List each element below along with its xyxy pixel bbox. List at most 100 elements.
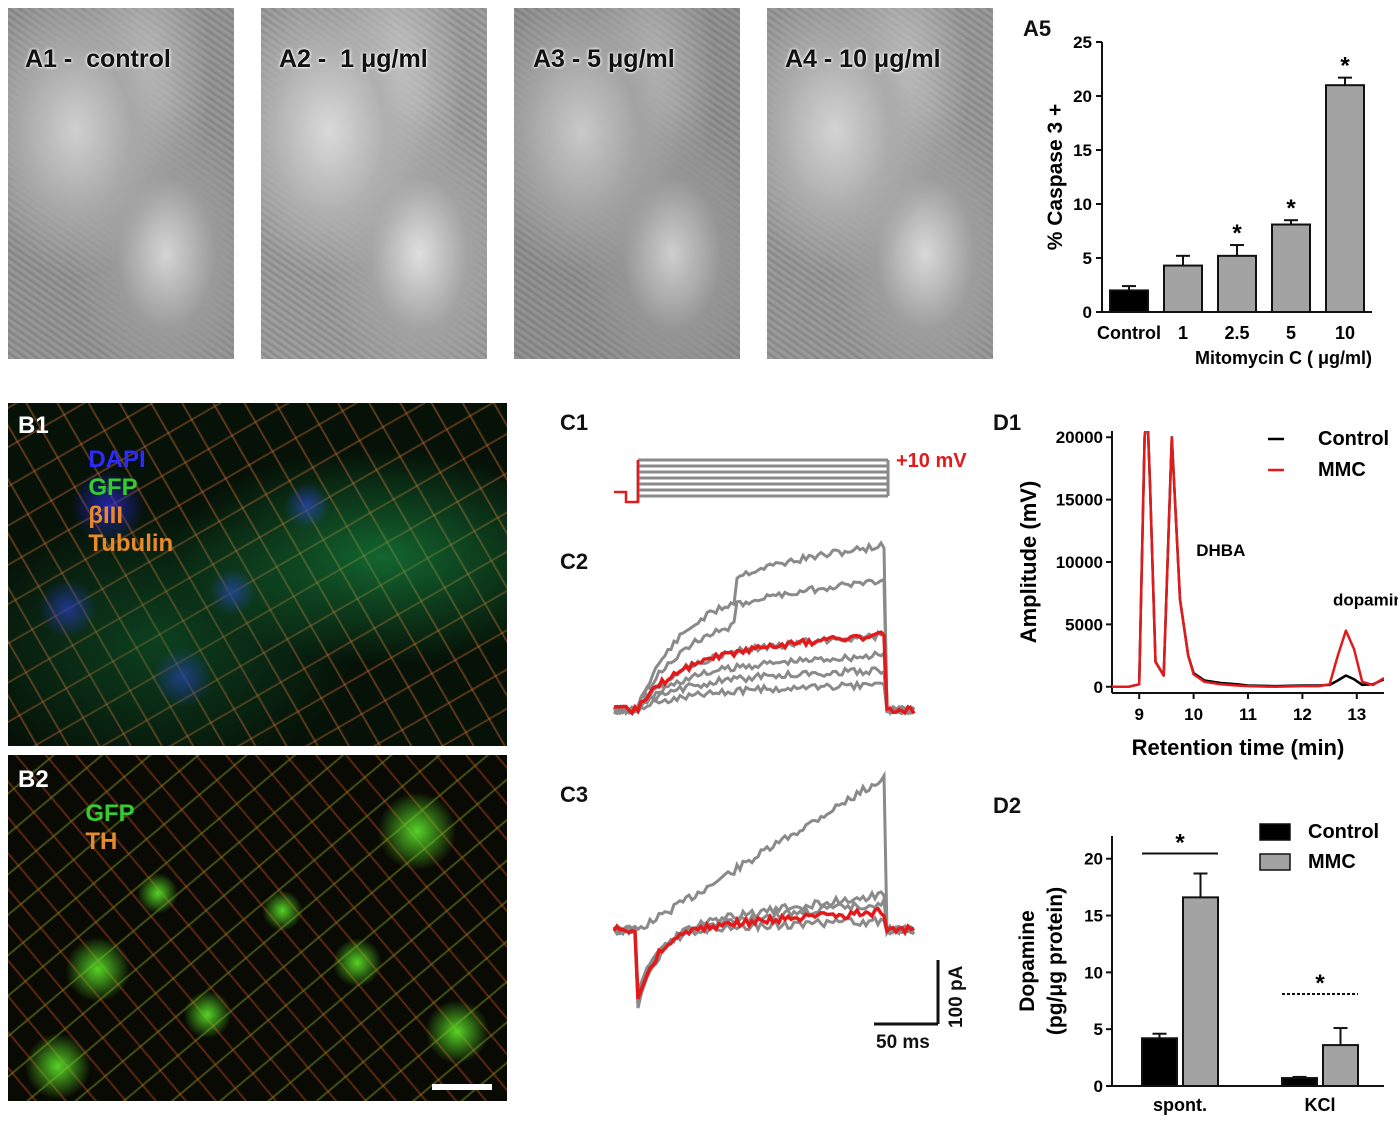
y-axis-label-line2: (pg/μg protein)	[1044, 887, 1067, 1035]
y-tick-label: 15	[1073, 141, 1092, 160]
bar	[1163, 264, 1203, 313]
panel-label-a2: A2 - 1 μg/ml	[278, 45, 428, 73]
x-tick-label: 13	[1347, 705, 1366, 724]
micrograph-b1	[8, 403, 507, 746]
y-tick-label: 5000	[1065, 615, 1103, 634]
legend-swatch	[1259, 823, 1291, 841]
peak-annotation: DHBA	[1196, 541, 1245, 560]
stain-th: TH	[85, 828, 118, 855]
bar	[1182, 896, 1219, 1088]
bar	[1109, 289, 1149, 313]
panel-label-a1: A1 - control	[24, 45, 171, 73]
series-line	[1112, 431, 1384, 689]
micrograph-a4	[767, 8, 993, 359]
stain-gfp: GFP	[88, 474, 138, 501]
panel-label-a4: A4 - 10 μg/ml	[784, 45, 941, 73]
panel-label-b2: B2	[18, 766, 49, 793]
legend-label: MMC	[1318, 459, 1366, 481]
y-tick-label: 5	[1083, 249, 1092, 268]
current-trace	[613, 679, 915, 715]
y-tick-label: 20	[1073, 87, 1092, 106]
y-tick-label: 15000	[1056, 491, 1103, 510]
x-tick-label: 10	[1184, 705, 1203, 724]
x-tick-label: 11	[1239, 705, 1257, 724]
x-tick-label: 10	[1335, 323, 1355, 343]
significance-marker: *	[1232, 220, 1242, 247]
bar	[1322, 1044, 1359, 1088]
bar	[1281, 1077, 1318, 1087]
x-axis-label: Mitomycin C ( μg/ml)	[1195, 348, 1372, 368]
current-trace	[613, 540, 915, 716]
current-trace	[613, 770, 916, 938]
panel-label-a3: A3 - 5 μg/ml	[532, 45, 675, 73]
y-tick-label: 10	[1073, 195, 1092, 214]
legend-swatch	[1259, 853, 1291, 871]
step-voltage-label: +10 mV	[896, 450, 967, 472]
y-axis-label-line1: Dopamine	[1016, 910, 1039, 1012]
y-tick-label: 0	[1094, 678, 1103, 697]
y-tick-label: 15	[1084, 907, 1103, 926]
y-tick-label: 0	[1083, 303, 1092, 322]
panel-label-d1: D1	[993, 410, 1022, 435]
y-axis-label: % Caspase 3 +	[1044, 104, 1067, 251]
bar	[1325, 84, 1365, 313]
hplc-chromatogram: 0 5000 10000 15000 20000 9 10 11 12 13 DHBA dopamin…	[1016, 428, 1398, 760]
micrograph-a1	[8, 8, 234, 359]
current-trace	[612, 577, 916, 716]
panel-label-b1: B1	[18, 412, 49, 439]
y-tick-label: 20000	[1056, 428, 1103, 447]
panel-label-d2: D2	[993, 793, 1022, 818]
micrograph-a2	[261, 8, 487, 359]
x-tick-label: 1	[1178, 323, 1188, 343]
significance-marker: *	[1286, 195, 1296, 222]
y-tick-label: 20	[1084, 850, 1103, 869]
stain-tubulin: Tubulin	[88, 530, 174, 557]
y-tick-label: 25	[1073, 33, 1092, 52]
highlighted-trace	[612, 906, 915, 1000]
current-trace	[613, 649, 914, 716]
stain-gfp: GFP	[85, 800, 135, 827]
bar	[1217, 254, 1257, 313]
series-line	[1112, 431, 1384, 689]
significance-marker: *	[1340, 53, 1350, 80]
x-axis-label: Retention time (min)	[1132, 735, 1345, 760]
panel-label-c1: C1	[560, 410, 589, 435]
panel-label-c2: C2	[560, 549, 589, 574]
voltage-clamp-traces: +10 mV 50 ms 100 pA	[612, 450, 967, 1053]
y-axis-label: Amplitude (mV)	[1016, 481, 1041, 644]
bar	[1141, 1037, 1178, 1087]
x-tick-label: spont.	[1153, 1095, 1207, 1115]
x-tick-label: 12	[1293, 705, 1312, 724]
scale-bars	[874, 960, 940, 1026]
dopamine-bar-chart: 0 5 10 15 20 * spont. * KCl Control MMC Dopamine (pg…	[1016, 821, 1384, 1115]
micrograph-a3	[514, 8, 740, 359]
current-trace	[612, 915, 915, 993]
stain-dapi: DAPI	[88, 446, 146, 473]
scale-bar	[432, 1084, 492, 1090]
significance-marker: *	[1315, 970, 1325, 997]
x-tick-label: 5	[1286, 323, 1296, 343]
stain-legend-b1: DAPI GFP βIII Tubulin	[75, 418, 173, 558]
panel-label-c3: C3	[560, 782, 589, 807]
caspase-bar-chart: 0 5 10 15 20 25 Control 1 2.5 * 5 * 10 * Mitomycin C (…	[1044, 33, 1372, 368]
bar	[1271, 223, 1311, 314]
x-tick-label: KCl	[1305, 1095, 1336, 1115]
peak-annotation: dopamine	[1333, 591, 1398, 610]
significance-marker: *	[1175, 830, 1185, 857]
x-tick-label: 2.5	[1224, 323, 1249, 343]
legend-label: Control	[1308, 821, 1379, 843]
scale-time-label: 50 ms	[876, 1032, 930, 1053]
y-tick-label: 10	[1084, 963, 1103, 982]
legend-label: Control	[1318, 428, 1389, 450]
panel-label-a5: A5	[1023, 16, 1052, 41]
stain-legend-b2: GFP TH	[72, 772, 135, 856]
x-tick-label: 9	[1134, 705, 1143, 724]
micrograph-b2	[8, 755, 507, 1101]
highlighted-trace	[613, 630, 916, 716]
current-trace	[613, 666, 915, 717]
scale-current-label: 100 pA	[946, 965, 967, 1028]
x-tick-label: Control	[1097, 323, 1161, 343]
voltage-protocol	[614, 458, 890, 504]
legend-label: MMC	[1308, 851, 1356, 873]
y-tick-label: 0	[1094, 1077, 1103, 1096]
